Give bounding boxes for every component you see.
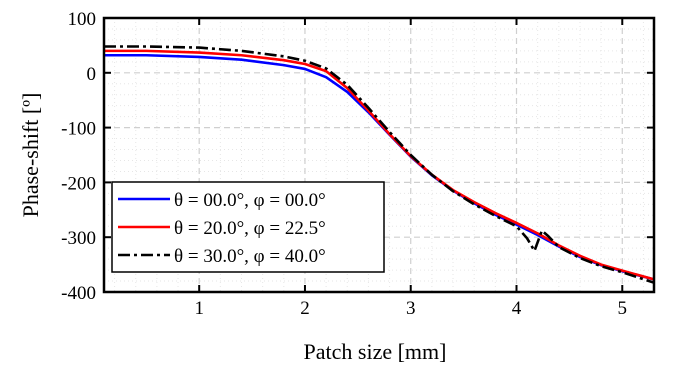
x-tick-label: 5 — [618, 298, 628, 319]
x-tick-label: 4 — [512, 298, 522, 319]
series-layer — [104, 45, 655, 284]
legend-label-2: θ = 20.0°, φ = 22.5° — [174, 218, 326, 239]
y-axis-label: Phase-shift [º] — [18, 93, 43, 218]
y-tick-label: 0 — [87, 64, 97, 85]
y-tick-label: -100 — [61, 119, 96, 140]
series-line-3 — [104, 45, 655, 284]
x-tick-label: 2 — [300, 298, 310, 319]
legend-label-3: θ = 30.0°, φ = 40.0° — [174, 246, 326, 267]
legend: θ = 00.0°, φ = 00.0° θ = 20.0°, φ = 22.5°… — [111, 181, 385, 273]
x-axis-label: Patch size [mm] — [304, 339, 447, 364]
axes-box — [102, 16, 656, 294]
y-tick-label: -300 — [61, 228, 96, 249]
axes — [102, 16, 656, 294]
y-tick-label: -200 — [61, 173, 96, 194]
legend-label-1: θ = 00.0°, φ = 00.0° — [174, 190, 326, 211]
tick-labels: 1 2 3 4 5 -400 -300 -200 -100 0 100 — [61, 9, 627, 319]
x-tick-label: 1 — [194, 298, 204, 319]
x-tick-label: 3 — [406, 298, 416, 319]
series-line-2 — [104, 49, 655, 281]
y-tick-label: 100 — [68, 9, 97, 30]
y-tick-label: -400 — [61, 283, 96, 304]
